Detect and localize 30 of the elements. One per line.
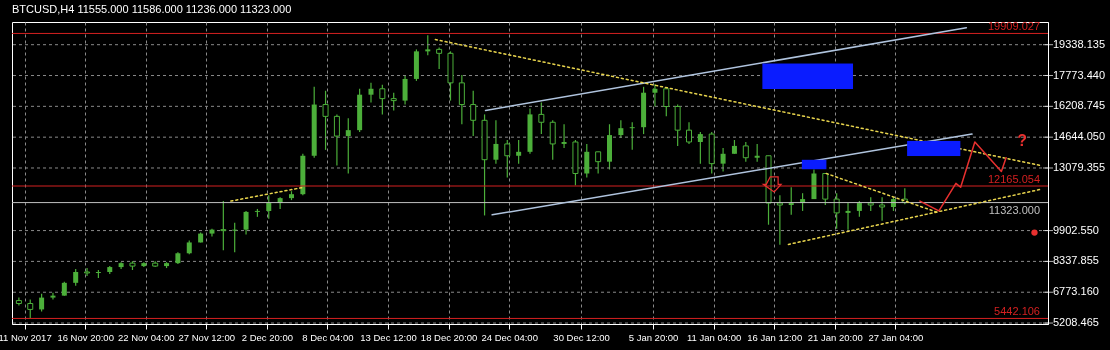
y-tick-label: 8337.855 — [1053, 254, 1099, 267]
x-tick-label: 27 Nov 12:00 — [178, 331, 236, 343]
annotation: ? — [1017, 131, 1027, 149]
x-tick-label: 22 Nov 04:00 — [117, 331, 175, 343]
y-tick-label: 5208.465 — [1053, 316, 1099, 329]
x-tick-label: 30 Dec 12:00 — [553, 331, 610, 343]
x-tick-label: 16 Jan 12:00 — [747, 331, 803, 343]
y-tick-label: 16208.745 — [1053, 99, 1105, 112]
chart-title: BTCUSD,H4 11555.000 11586.000 11236.000 11323.000 — [12, 3, 292, 16]
x-tick-label: 21 Jan 20:00 — [807, 331, 863, 343]
x-tick-label: 11 Jan 04:00 — [687, 331, 742, 343]
x-tick-label: 8 Dec 04:00 — [302, 331, 354, 343]
x-tick-label: 13 Dec 12:00 — [360, 331, 417, 343]
x-tick-label: 11 Nov 2017 — [0, 331, 52, 343]
x-tick-label: 18 Dec 20:00 — [420, 331, 478, 343]
x-tick-label: 5 Jan 20:00 — [628, 331, 679, 343]
x-tick-label: 24 Dec 04:00 — [481, 331, 538, 343]
y-tick-label: 14644.050 — [1053, 130, 1105, 143]
y-tick-label: 17773.440 — [1053, 68, 1105, 81]
ref-line-label: 19909.027 — [988, 20, 1040, 33]
x-tick-label: 27 Jan 04:00 — [868, 331, 924, 343]
ref-line-label: 11323.000 — [988, 203, 1040, 216]
y-tick-label: 6773.160 — [1053, 285, 1099, 298]
ref-line-label: 5442.106 — [994, 305, 1040, 318]
y-tick-label: 13079.355 — [1053, 160, 1105, 173]
x-tick-label: 16 Nov 20:00 — [57, 331, 114, 343]
ref-line-label: 12165.054 — [988, 173, 1040, 185]
x-tick-label: 2 Dec 20:00 — [241, 331, 293, 343]
y-tick-label: 9902.550 — [1053, 223, 1099, 236]
y-tick-label: 19338.135 — [1053, 37, 1105, 50]
